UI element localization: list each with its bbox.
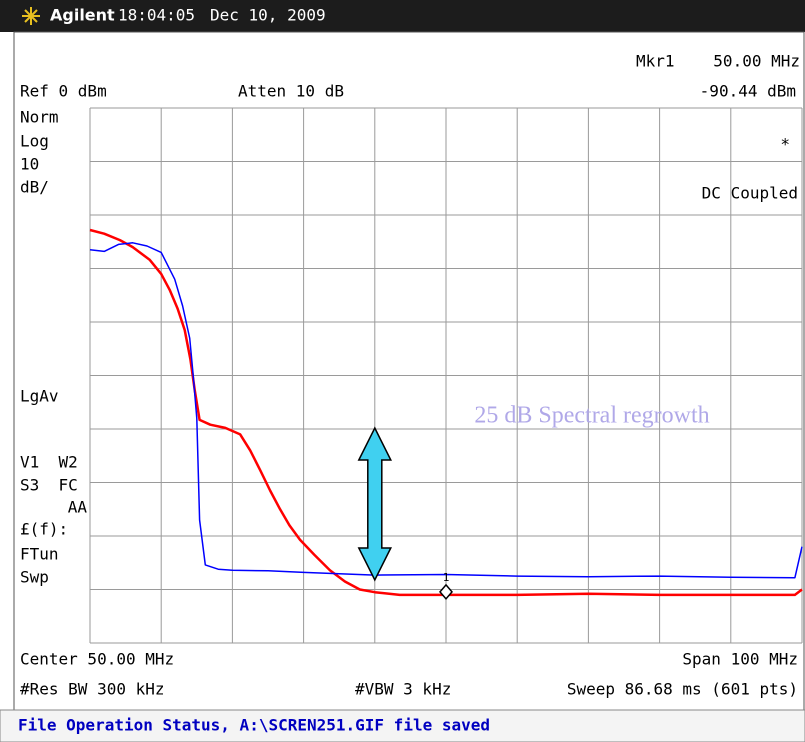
status-bar (0, 709, 805, 742)
side-label: LgAv (20, 387, 59, 406)
trace (89, 228, 803, 597)
annotation: 25 dB Spectral regrowth (474, 403, 709, 429)
side-label: FTun (20, 545, 59, 564)
marker-name: Mkr1 (636, 52, 675, 71)
plot: 25 dB Spectral regrowth 1 (89, 107, 803, 644)
side-label: S3 FC (20, 476, 78, 495)
side-label: V1 W2 (20, 453, 78, 472)
marker-level: -90.44 dBm (700, 82, 796, 101)
regrowth-arrow (357, 426, 393, 582)
marker-freq: 50.00 MHz (713, 52, 800, 71)
span: Span 100 MHz (682, 650, 798, 669)
star: * (780, 135, 790, 154)
center-freq: Center 50.00 MHz (20, 650, 174, 669)
side-label: Swp (20, 568, 49, 587)
scale-label: Norm (20, 108, 59, 127)
vbw: #VBW 3 kHz (355, 680, 451, 699)
time: 18:04:05 (118, 6, 195, 25)
date: Dec 10, 2009 (210, 6, 326, 25)
status-text: File Operation Status, A:\SCREN251.GIF f… (18, 716, 490, 735)
marker (439, 583, 453, 601)
marker-label: 1 (443, 571, 450, 584)
sweep: Sweep 86.68 ms (601 pts) (567, 680, 798, 699)
rbw: #Res BW 300 kHz (20, 680, 165, 699)
side-label: AA (68, 498, 88, 517)
frame (13, 31, 805, 711)
coupling: DC Coupled (702, 184, 798, 203)
scale-label: Log (20, 132, 49, 151)
attenuation: Atten 10 dB (238, 82, 344, 101)
side-label: £(f): (20, 520, 68, 539)
trace (89, 242, 803, 579)
scale-label: 10 (20, 155, 39, 174)
scale-label: dB/ (20, 178, 49, 197)
ref-level: Ref 0 dBm (20, 82, 107, 101)
logo (22, 7, 40, 25)
brand: Agilent (50, 6, 115, 25)
top-bar (0, 0, 805, 32)
